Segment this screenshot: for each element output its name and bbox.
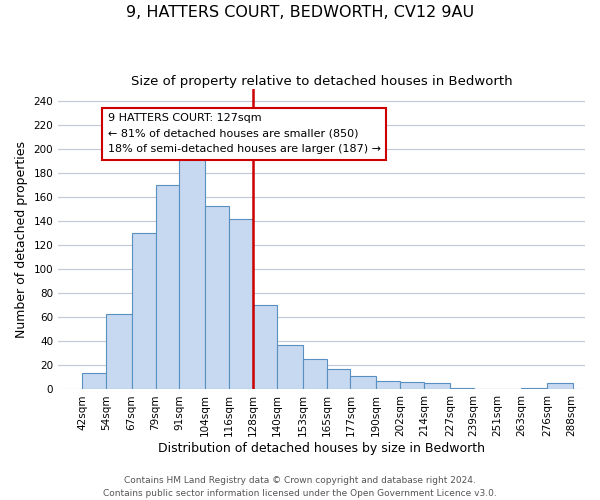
Bar <box>350 376 376 390</box>
Bar <box>400 382 424 390</box>
Text: 9, HATTERS COURT, BEDWORTH, CV12 9AU: 9, HATTERS COURT, BEDWORTH, CV12 9AU <box>126 5 474 20</box>
Bar <box>229 219 253 390</box>
Title: Size of property relative to detached houses in Bedworth: Size of property relative to detached ho… <box>131 75 512 88</box>
Text: 9 HATTERS COURT: 127sqm
← 81% of detached houses are smaller (850)
18% of semi-d: 9 HATTERS COURT: 127sqm ← 81% of detache… <box>108 113 381 154</box>
Bar <box>376 381 400 390</box>
Bar <box>450 388 473 390</box>
Bar <box>155 186 179 390</box>
Bar <box>106 314 132 390</box>
Bar <box>205 206 229 390</box>
Bar <box>253 306 277 390</box>
Bar <box>277 345 302 390</box>
Y-axis label: Number of detached properties: Number of detached properties <box>15 141 28 338</box>
Text: Contains HM Land Registry data © Crown copyright and database right 2024.
Contai: Contains HM Land Registry data © Crown c… <box>103 476 497 498</box>
Bar <box>424 384 450 390</box>
Bar <box>547 384 573 390</box>
Bar <box>179 149 205 390</box>
Bar <box>132 234 155 390</box>
Bar <box>521 388 547 390</box>
X-axis label: Distribution of detached houses by size in Bedworth: Distribution of detached houses by size … <box>158 442 485 455</box>
Bar <box>82 372 106 390</box>
Bar <box>326 369 350 390</box>
Bar <box>302 360 326 390</box>
